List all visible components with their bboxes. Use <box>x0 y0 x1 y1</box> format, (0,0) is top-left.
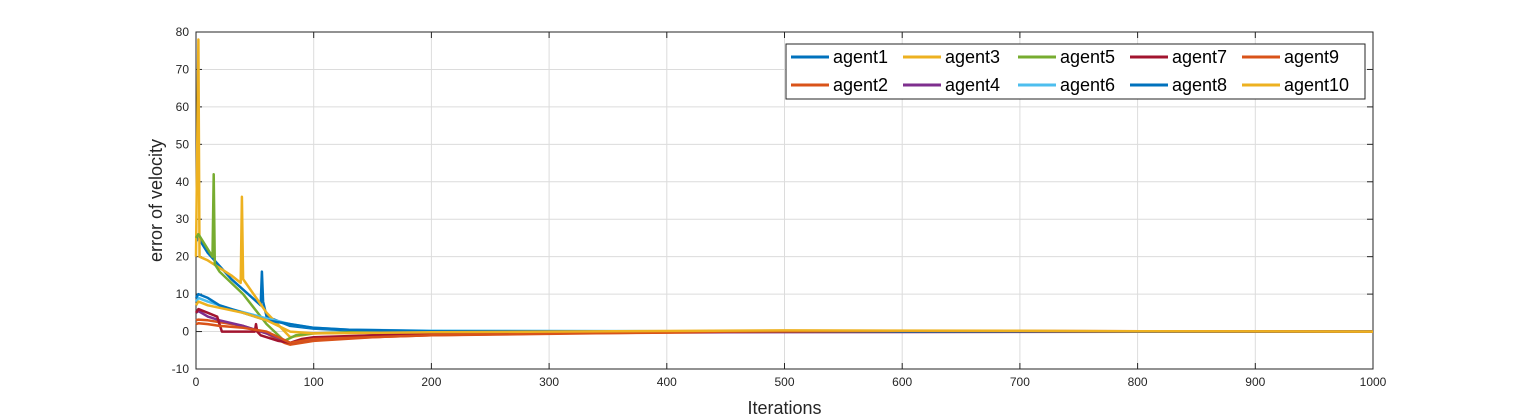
x-tick-label: 100 <box>304 375 324 389</box>
y-tick-label: 20 <box>176 250 190 264</box>
legend-label: agent4 <box>945 75 1000 95</box>
y-tick-label: 30 <box>176 212 190 226</box>
series-line-agent7 <box>194 307 1373 345</box>
x-tick-label: 1000 <box>1360 375 1387 389</box>
x-tick-label: 900 <box>1245 375 1265 389</box>
y-tick-label: 70 <box>176 62 190 76</box>
x-tick-label: 500 <box>774 375 794 389</box>
x-tick-label: 600 <box>892 375 912 389</box>
x-tick-label: 200 <box>421 375 441 389</box>
y-tick-label: 60 <box>176 100 190 114</box>
series-lines <box>194 38 1374 346</box>
legend-label: agent3 <box>945 47 1000 67</box>
legend-label: agent7 <box>1172 47 1227 67</box>
y-tick-label: 0 <box>182 325 189 339</box>
y-tick-label: 50 <box>176 137 190 151</box>
y-tick-label: 80 <box>176 25 190 39</box>
legend: agent1 agent2 agent3 agent4 agent5 agent6 agen… <box>785 43 1366 100</box>
x-tick-label: 400 <box>657 375 677 389</box>
legend-label: agent5 <box>1060 47 1115 67</box>
x-tick-label: 700 <box>1010 375 1030 389</box>
y-axis-title: error of velocity <box>146 139 166 262</box>
legend-label: agent2 <box>833 75 888 95</box>
legend-label: agent1 <box>833 47 888 67</box>
legend-box <box>785 43 1366 100</box>
x-tick-label: 0 <box>193 375 200 389</box>
series-line-agent10 <box>194 300 1374 335</box>
x-tick-label: 300 <box>539 375 559 389</box>
legend-label: agent8 <box>1172 75 1227 95</box>
y-tick-label: 10 <box>176 287 190 301</box>
x-axis-title: Iterations <box>747 398 821 418</box>
y-tick-label: 40 <box>176 175 190 189</box>
legend-label: agent6 <box>1060 75 1115 95</box>
axis-ticks: 0 100 200 300 400 500 600 700 800 900 1000-1001020… <box>172 25 1387 389</box>
y-tick-label: -10 <box>172 362 190 376</box>
x-tick-label: 800 <box>1128 375 1148 389</box>
legend-label: agent9 <box>1284 47 1339 67</box>
legend-label: agent10 <box>1284 75 1349 95</box>
